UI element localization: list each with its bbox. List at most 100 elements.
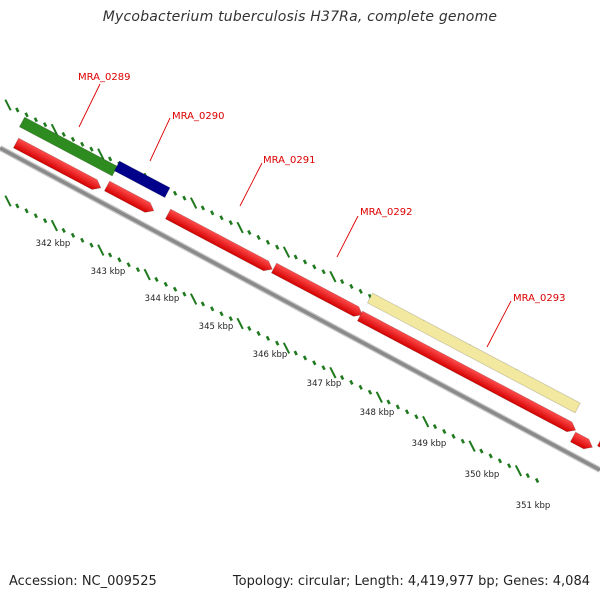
scale-tick	[442, 428, 447, 434]
scale-tick	[375, 391, 383, 403]
gene-shape[interactable]	[596, 435, 600, 456]
scale-label: 345 kbp	[199, 322, 234, 332]
scale-tick	[247, 229, 252, 235]
gene-feature[interactable]	[270, 262, 365, 320]
scale-tick	[275, 340, 280, 346]
gene-label-leader	[149, 117, 171, 162]
scale-label: 347 kbp	[307, 379, 342, 389]
gene-labels[interactable]: MRA_0289 MRA_0290 MRA_0291 MRA_0292 MRA_0293	[78, 72, 565, 348]
scale-tick	[200, 301, 206, 307]
reverse-scale-ticks	[4, 195, 540, 484]
scale-tick	[282, 342, 291, 354]
scale-tick	[70, 136, 76, 142]
genome-title: Mycobacterium tuberculosis H37Ra, comple…	[102, 9, 498, 25]
scale-label: 342 kbp	[36, 239, 71, 249]
scale-tick	[172, 286, 178, 292]
scale-tick	[275, 244, 280, 250]
scale-labels: 342 kbp 343 kbp 344 kbp 345 kbp 346 kbp 347 k…	[36, 239, 551, 511]
gene-feature[interactable]	[596, 435, 600, 456]
gene-shape[interactable]	[113, 160, 171, 199]
scale-tick	[525, 473, 530, 479]
gene-shape[interactable]	[164, 208, 274, 274]
scale-tick	[293, 350, 298, 356]
gene-label[interactable]: MRA_0291	[263, 155, 315, 166]
scale-label: 346 kbp	[253, 350, 288, 360]
gene-shape[interactable]	[18, 116, 118, 177]
gene-label-leader	[239, 162, 263, 207]
scale-label: 349 kbp	[412, 439, 447, 449]
gene-shape[interactable]	[103, 180, 156, 216]
scale-tick	[507, 463, 512, 469]
scale-tick	[340, 279, 345, 285]
gene-label[interactable]: MRA_0290	[172, 111, 224, 122]
scale-tick	[265, 239, 271, 245]
gene-shape[interactable]	[270, 262, 365, 320]
scale-tick	[190, 197, 198, 209]
gene-label[interactable]: MRA_0289	[78, 72, 130, 83]
scale-tick	[451, 433, 456, 439]
scale-tick	[236, 221, 244, 234]
scale-tick	[61, 227, 66, 233]
gene-features[interactable]	[12, 116, 600, 456]
scale-tick	[282, 246, 291, 258]
scale-tick	[256, 330, 261, 336]
scale-label: 351 kbp	[516, 501, 551, 511]
scale-tick	[302, 355, 308, 361]
scale-tick	[182, 291, 187, 297]
gene-feature[interactable]	[12, 137, 103, 193]
scale-tick	[321, 269, 326, 275]
accession-text: Accession: NC_009525	[9, 574, 157, 589]
scale-tick	[210, 306, 215, 312]
gene-feature[interactable]	[164, 208, 274, 274]
scale-tick	[97, 148, 105, 160]
gene-shape[interactable]	[12, 137, 103, 193]
scale-tick	[219, 215, 224, 221]
scale-tick	[143, 268, 151, 281]
gene-shape[interactable]	[356, 310, 578, 435]
scale-tick	[70, 232, 76, 238]
gene-feature[interactable]	[356, 310, 578, 435]
scale-tick	[126, 262, 131, 268]
gene-feature[interactable]	[569, 431, 595, 452]
gene-feature[interactable]	[113, 160, 171, 199]
scale-tick	[135, 267, 141, 273]
scale-tick	[479, 448, 484, 454]
scale-tick	[312, 264, 317, 270]
scale-tick	[256, 234, 261, 240]
scale-tick	[414, 414, 419, 420]
scale-tick	[422, 415, 430, 428]
scale-tick	[80, 237, 85, 243]
scale-tick	[4, 99, 12, 111]
scale-tick	[190, 293, 198, 305]
gene-feature[interactable]	[18, 116, 118, 177]
scale-tick	[24, 112, 29, 118]
scale-tick	[349, 379, 354, 385]
scale-label: 344 kbp	[145, 294, 180, 304]
gene-feature[interactable]	[366, 292, 581, 414]
scale-tick	[497, 458, 503, 464]
gene-label-leader	[486, 300, 512, 348]
scale-tick	[61, 131, 66, 137]
scale-tick	[154, 276, 159, 282]
scale-tick	[210, 210, 215, 216]
scale-tick	[514, 464, 523, 477]
gene-feature[interactable]	[103, 180, 156, 216]
scale-tick	[340, 375, 345, 381]
scale-tick	[321, 365, 326, 371]
scale-tick	[200, 205, 206, 211]
scale-tick	[107, 252, 113, 258]
gene-shape[interactable]	[569, 431, 595, 452]
scale-tick	[228, 220, 233, 226]
scale-tick	[107, 156, 113, 162]
gene-shape[interactable]	[366, 292, 581, 414]
gene-label[interactable]: MRA_0293	[513, 293, 565, 304]
scale-tick	[163, 281, 168, 287]
scale-tick	[15, 107, 20, 113]
scale-tick	[42, 218, 48, 224]
scale-tick	[432, 424, 438, 430]
gene-label[interactable]: MRA_0292	[360, 207, 412, 218]
scale-tick	[236, 317, 244, 330]
scale-tick	[117, 257, 122, 263]
